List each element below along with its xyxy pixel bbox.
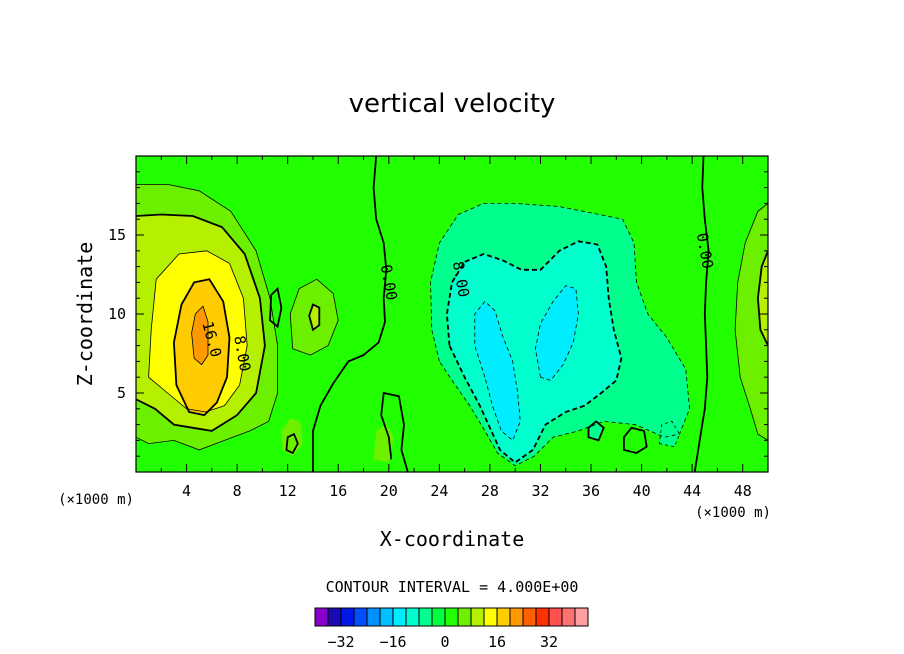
chart-title: vertical velocity [349,89,556,119]
contour-label-text: 0.00 [377,263,401,302]
field-pos-right-4 [735,203,768,441]
contour-line-neg-4 [430,203,691,467]
colorbar-swatch [340,607,355,627]
x-tick-label: 28 [481,482,499,500]
colorbar-tick-label: 16 [488,633,506,651]
field-pos-20 [191,306,208,365]
contour-line-zero-b [380,391,409,472]
contour-label: 8.00 [230,334,254,373]
contour-line-zero-right [693,156,710,472]
colorbar-swatch [561,607,576,627]
contour-fields [136,156,768,472]
x-tick-label: 36 [582,482,600,500]
colorbar-swatch [392,607,407,627]
colorbar-swatch [405,607,420,627]
contour-line-blob-3 [285,432,299,455]
x-unit-label-left: (×1000 m) [58,492,134,508]
field-neg-blob-b [659,421,680,447]
colorbar-swatch [496,607,511,627]
contour-line-pos-12 [148,250,248,413]
contour-line-zero-d [623,426,648,454]
colorbar-swatch [574,607,589,627]
contour-label: 0.00 [693,231,717,270]
colorbar-swatch [509,607,524,627]
contour-interval-text: CONTOUR INTERVAL = 4.000E+00 [326,578,579,596]
colorbar-swatch [314,607,329,627]
colorbar-swatch [366,607,381,627]
contour-label-text: 8.00 [230,334,254,373]
x-tick-label: 24 [430,482,448,500]
x-tick-label: 20 [380,482,398,500]
x-axis: 4 8 12 16 20 24 28 32 36 40 44 48 [160,156,752,500]
colorbar-swatch [379,607,394,627]
contour-line-neg-12b [534,285,579,381]
field-neg-12b [535,285,579,381]
colorbar: −32 −16 0 16 32 [314,607,589,651]
colorbar-tick-label: −16 [379,633,406,651]
contour-label-text: 8.00 [449,260,473,299]
x-axis-label: X-coordinate [380,527,525,551]
contour-label: 8.00 [449,260,473,299]
y-axis-label: Z-coordinate [73,242,97,387]
contour-line-blob-1 [289,278,339,356]
field-neg-12 [474,301,521,441]
contour-line-pos-right [734,203,768,441]
contour-label-text: 0.00 [693,231,717,270]
colorbar-swatch [418,607,433,627]
plot-area: 16.0 8.000.00 8.000.00 [135,155,769,473]
contour-line-pos-16 [172,278,231,417]
x-tick-label: 44 [683,482,701,500]
colorbar-tick-label: 0 [440,633,449,651]
x-unit-label-right: (×1000 m) [695,505,771,521]
x-tick-label: 48 [734,482,752,500]
contour-line-pos-20 [191,305,209,366]
x-tick-label: 32 [531,482,549,500]
y-tick-label: 15 [108,226,126,244]
contour-label: 0.00 [377,263,401,302]
contour-line-zero-e [658,420,680,448]
colorbar-swatch [327,607,342,627]
y-tick-label: 10 [108,305,126,323]
x-tick-label: 40 [633,482,651,500]
contour-line-zero-c [587,420,605,442]
contour-line-blob-1b [269,286,283,329]
colorbar-swatch [353,607,368,627]
y-axis: 5 10 15 [108,171,768,457]
colorbar-swatch [431,607,446,627]
x-tick-label: 16 [329,482,347,500]
colorbar-swatch [470,607,485,627]
contour-line-pos-4 [136,184,278,451]
field-pos-blob-4 [373,424,394,463]
x-tick-label: 4 [182,482,191,500]
contour-line-zero-a [312,156,388,472]
x-tick-label: 8 [233,482,242,500]
contour-line-pos-8 [136,213,266,432]
colorbar-swatch [535,607,550,627]
colorbar-tick-label: −32 [327,633,354,651]
colorbar-swatch [483,607,498,627]
colorbar-swatch [457,607,472,627]
x-tick-label: 12 [279,482,297,500]
contour-line-neg-12 [474,300,521,442]
colorbar-swatch [444,607,459,627]
contour-line-neg-8 [445,240,623,464]
y-tick-label: 5 [117,384,126,402]
field-neg-8 [446,241,622,463]
colorbar-swatch [522,607,537,627]
colorbar-swatch [548,607,563,627]
colorbar-tick-label: 32 [540,633,558,651]
contour-line-pos-right-8 [756,250,768,346]
contour-line-blob-2 [308,303,321,332]
